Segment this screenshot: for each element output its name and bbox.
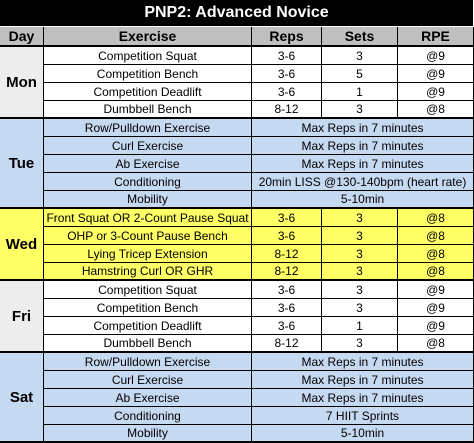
rpe-cell: @9 xyxy=(398,83,474,101)
exercise-cell: Conditioning xyxy=(44,173,252,191)
rpe-cell: @9 xyxy=(398,317,474,335)
rpe-cell: @9 xyxy=(398,281,474,299)
exercise-cell: Competition Bench xyxy=(44,299,252,317)
title: PNP2: Advanced Novice xyxy=(0,0,474,27)
exercise-cell: Lying Tricep Extension xyxy=(44,245,252,263)
reps-cell: 3-6 xyxy=(252,299,322,317)
reps-cell: 8-12 xyxy=(252,101,322,119)
reps-cell: 3-6 xyxy=(252,317,322,335)
rpe-cell: @9 xyxy=(398,47,474,65)
merged-cell: 7 HIIT Sprints xyxy=(252,407,474,425)
exercise-cell: Mobility xyxy=(44,425,252,443)
rpe-cell: @8 xyxy=(398,335,474,353)
reps-cell: 8-12 xyxy=(252,245,322,263)
column-header: RPE xyxy=(398,27,474,47)
merged-cell: 5-10min xyxy=(252,425,474,443)
exercise-cell: Dumbbell Bench xyxy=(44,101,252,119)
reps-cell: 3-6 xyxy=(252,227,322,245)
exercise-cell: Curl Exercise xyxy=(44,371,252,389)
sets-cell: 3 xyxy=(322,263,398,281)
reps-cell: 8-12 xyxy=(252,335,322,353)
merged-cell: Max Reps in 7 minutes xyxy=(252,155,474,173)
exercise-cell: Competition Squat xyxy=(44,281,252,299)
day-cell: Tue xyxy=(0,119,44,209)
merged-cell: Max Reps in 7 minutes xyxy=(252,389,474,407)
sets-cell: 3 xyxy=(322,209,398,227)
rpe-cell: @9 xyxy=(398,65,474,83)
sets-cell: 3 xyxy=(322,335,398,353)
column-header: Sets xyxy=(322,27,398,47)
exercise-cell: Competition Squat xyxy=(44,47,252,65)
rpe-cell: @8 xyxy=(398,263,474,281)
reps-cell: 3-6 xyxy=(252,65,322,83)
column-header: Exercise xyxy=(44,27,252,47)
exercise-cell: Dumbbell Bench xyxy=(44,335,252,353)
exercise-cell: Competition Deadlift xyxy=(44,317,252,335)
rpe-cell: @8 xyxy=(398,227,474,245)
column-header: Reps xyxy=(252,27,322,47)
column-header: Day xyxy=(0,27,44,47)
reps-cell: 3-6 xyxy=(252,209,322,227)
day-cell: Fri xyxy=(0,281,44,353)
merged-cell: Max Reps in 7 minutes xyxy=(252,119,474,137)
sets-cell: 3 xyxy=(322,47,398,65)
sets-cell: 3 xyxy=(322,299,398,317)
exercise-cell: Competition Bench xyxy=(44,65,252,83)
merged-cell: Max Reps in 7 minutes xyxy=(252,353,474,371)
merged-cell: Max Reps in 7 minutes xyxy=(252,371,474,389)
exercise-cell: Front Squat OR 2-Count Pause Squat xyxy=(44,209,252,227)
exercise-cell: Ab Exercise xyxy=(44,155,252,173)
sets-cell: 3 xyxy=(322,101,398,119)
merged-cell: 20min LISS @130-140bpm (heart rate) xyxy=(252,173,474,191)
rpe-cell: @9 xyxy=(398,299,474,317)
exercise-cell: Row/Pulldown Exercise xyxy=(44,119,252,137)
exercise-cell: Hamstring Curl OR GHR xyxy=(44,263,252,281)
rpe-cell: @8 xyxy=(398,101,474,119)
exercise-cell: Conditioning xyxy=(44,407,252,425)
exercise-cell: Mobility xyxy=(44,191,252,209)
day-cell: Sat xyxy=(0,353,44,443)
sets-cell: 5 xyxy=(322,65,398,83)
merged-cell: Max Reps in 7 minutes xyxy=(252,137,474,155)
sets-cell: 3 xyxy=(322,245,398,263)
exercise-cell: OHP or 3-Count Pause Bench xyxy=(44,227,252,245)
sets-cell: 1 xyxy=(322,317,398,335)
exercise-cell: Ab Exercise xyxy=(44,389,252,407)
day-cell: Mon xyxy=(0,47,44,119)
reps-cell: 8-12 xyxy=(252,263,322,281)
reps-cell: 3-6 xyxy=(252,281,322,299)
rpe-cell: @8 xyxy=(398,245,474,263)
sets-cell: 3 xyxy=(322,227,398,245)
day-cell: Wed xyxy=(0,209,44,281)
reps-cell: 3-6 xyxy=(252,47,322,65)
sets-cell: 3 xyxy=(322,281,398,299)
reps-cell: 3-6 xyxy=(252,83,322,101)
exercise-cell: Row/Pulldown Exercise xyxy=(44,353,252,371)
exercise-cell: Curl Exercise xyxy=(44,137,252,155)
exercise-cell: Competition Deadlift xyxy=(44,83,252,101)
sets-cell: 1 xyxy=(322,83,398,101)
rpe-cell: @8 xyxy=(398,209,474,227)
merged-cell: 5-10min xyxy=(252,191,474,209)
